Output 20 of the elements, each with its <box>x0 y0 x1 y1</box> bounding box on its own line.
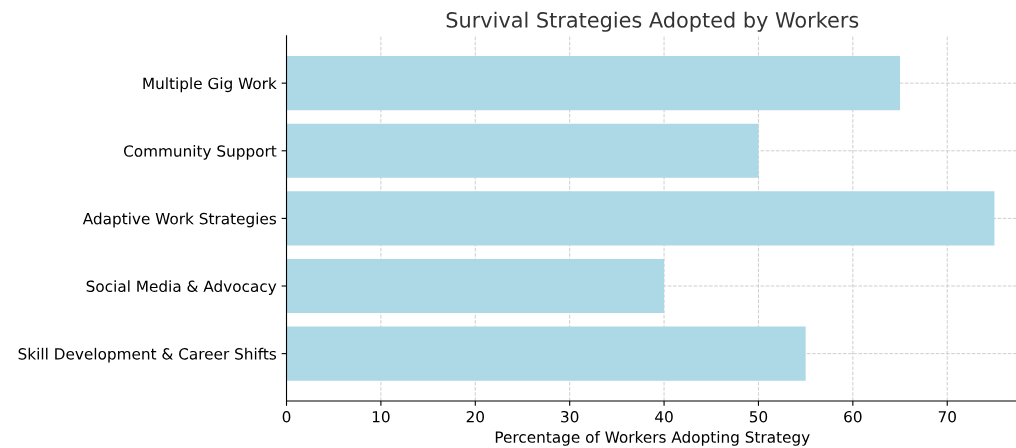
x-tick-label: 10 <box>372 410 390 423</box>
x-tick-label: 70 <box>938 410 956 423</box>
y-tick-label: Community Support <box>123 144 277 160</box>
bar <box>286 123 759 178</box>
y-tick-label: Social Media & Advocacy <box>86 280 277 295</box>
bar <box>286 191 995 246</box>
chart-title: Survival Strategies Adopted by Workers <box>446 11 859 32</box>
x-tick-label: 0 <box>282 410 291 423</box>
x-tick-label: 30 <box>561 410 579 423</box>
x-tick-label: 20 <box>466 410 484 423</box>
bar <box>286 326 806 381</box>
bar <box>286 56 901 111</box>
y-tick-label: Adaptive Work Strategies <box>82 212 277 228</box>
y-tick-label: Multiple Gig Work <box>143 77 277 93</box>
bar <box>286 258 665 314</box>
x-tick-label: 60 <box>844 410 862 423</box>
x-tick-label: 40 <box>655 410 673 423</box>
y-tick-label: Skill Development & Career Shifts <box>18 347 277 363</box>
x-tick-label: 50 <box>749 410 768 423</box>
x-axis-title: Percentage of Workers Adopting Strategy <box>495 431 810 446</box>
